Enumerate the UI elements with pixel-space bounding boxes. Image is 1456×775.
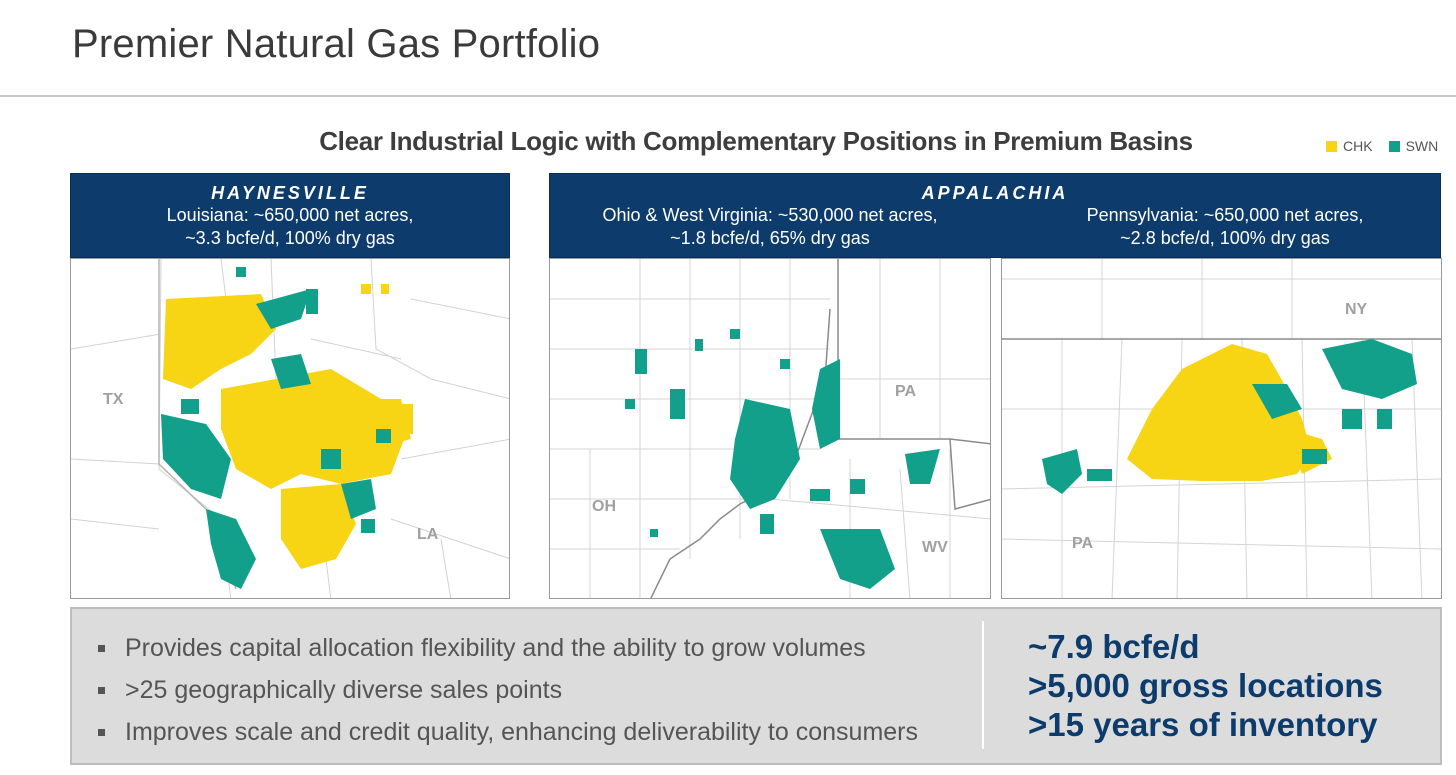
haynesville-acres: Louisiana: ~650,000 net acres, [166, 205, 414, 225]
bullet-marker [98, 728, 105, 736]
swn-acreage [1042, 339, 1417, 494]
page-title: Premier Natural Gas Portfolio [72, 22, 601, 66]
ohio-wv-map-svg: PA OH WV [550, 259, 990, 598]
legend-item-chk: CHK [1326, 138, 1373, 154]
map-legend: CHK SWN [1326, 138, 1448, 154]
map-label-tx: TX [103, 391, 124, 408]
county-lines [550, 259, 990, 598]
bullet-text: Improves scale and credit quality, enhan… [125, 717, 918, 746]
wv-md-border [949, 438, 990, 510]
haynesville-region-title: HAYNESVILLE [211, 183, 369, 203]
map-label-pa-south: PA [1072, 535, 1093, 552]
bullet-text: >25 geographically diverse sales points [125, 675, 563, 704]
legend-item-swn: SWN [1388, 138, 1439, 154]
stat-inventory: >15 years of inventory [1028, 706, 1378, 743]
pennsylvania-production: ~2.8 bcfe/d, 100% dry gas [1120, 228, 1330, 248]
stat-production: ~7.9 bcfe/d [1028, 628, 1200, 665]
pennsylvania-map: NY PA [1001, 258, 1442, 599]
ohio-west-virginia-map: PA OH WV [549, 258, 991, 599]
swn-acreage [625, 329, 940, 589]
slide-subtitle: Clear Industrial Logic with Complementar… [319, 126, 1193, 156]
map-label-ny: NY [1345, 301, 1368, 318]
bullet-list: Provides capital allocation flexibility … [98, 627, 918, 753]
map-label-pa: PA [895, 383, 916, 400]
map-label-oh: OH [592, 498, 616, 515]
haynesville-header: HAYNESVILLE Louisiana: ~650,000 net acre… [70, 173, 510, 258]
haynesville-map: TX LA [70, 258, 510, 599]
title-divider [0, 95, 1456, 97]
ohio-wv-acres: Ohio & West Virginia: ~530,000 net acres… [602, 205, 938, 225]
pennsylvania-acres: Pennsylvania: ~650,000 net acres, [1086, 205, 1364, 225]
map-label-wv: WV [922, 539, 948, 556]
summary-box: Provides capital allocation flexibility … [70, 607, 1442, 765]
legend-label-chk: CHK [1343, 138, 1373, 154]
key-stats: ~7.9 bcfe/d >5,000 gross locations >15 y… [1028, 627, 1383, 744]
pennsylvania-map-svg: NY PA [1002, 259, 1441, 598]
chk-acreage [1127, 344, 1332, 481]
legend-label-swn: SWN [1405, 138, 1439, 154]
ohio-wv-production: ~1.8 bcfe/d, 65% dry gas [670, 228, 870, 248]
stat-locations: >5,000 gross locations [1028, 667, 1383, 704]
swn-swatch [1388, 140, 1400, 152]
chk-swatch [1326, 140, 1337, 152]
appalachia-header: APPALACHIA Ohio & West Virginia: ~530,00… [549, 173, 1441, 258]
bullet-item: >25 geographically diverse sales points [98, 669, 918, 711]
chk-acreage [163, 284, 413, 569]
bullet-marker [98, 686, 105, 694]
bullet-marker [98, 644, 105, 652]
summary-divider [982, 621, 984, 749]
bullet-item: Provides capital allocation flexibility … [98, 627, 918, 669]
swn-acreage [161, 267, 391, 589]
bullet-item: Improves scale and credit quality, enhan… [98, 711, 918, 753]
bullet-text: Provides capital allocation flexibility … [125, 633, 866, 662]
appalachia-region-title: APPALACHIA [921, 183, 1069, 203]
ohio-wv-stats: Ohio & West Virginia: ~530,000 net acres… [570, 204, 970, 250]
pennsylvania-stats: Pennsylvania: ~650,000 net acres, ~2.8 b… [1040, 204, 1410, 250]
map-label-la: LA [417, 526, 439, 543]
haynesville-map-svg: TX LA [71, 259, 509, 598]
haynesville-production: ~3.3 bcfe/d, 100% dry gas [185, 228, 395, 248]
